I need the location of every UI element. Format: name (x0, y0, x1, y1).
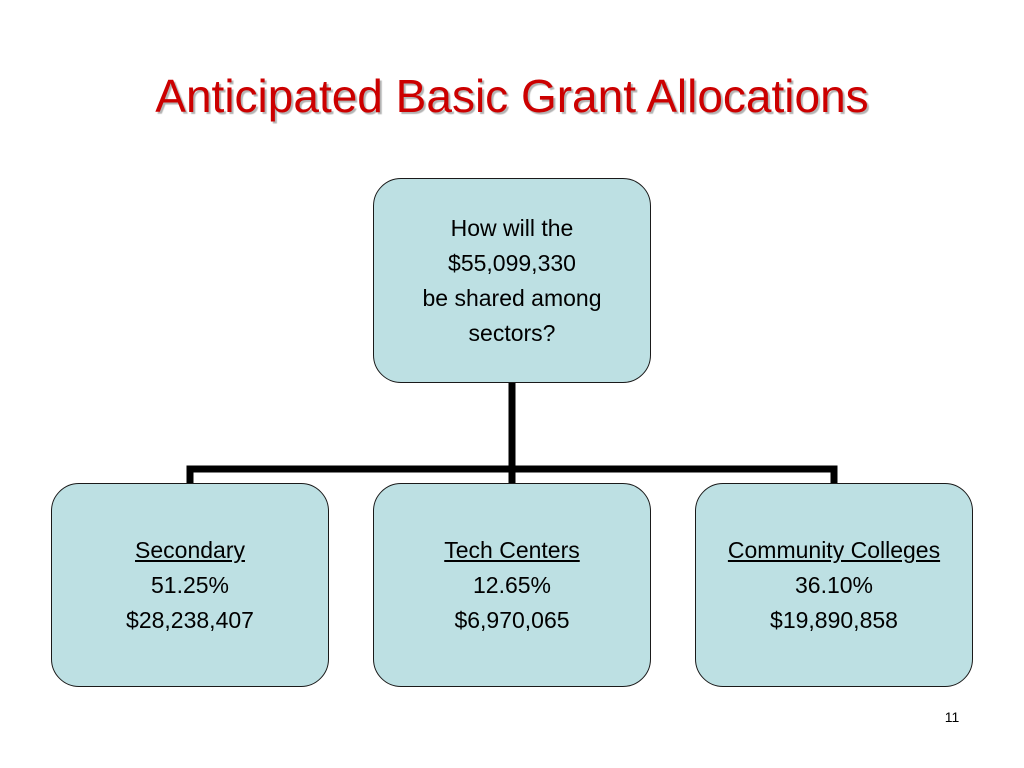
root-line-1: How will the (450, 214, 574, 241)
root-line-4: sectors? (468, 319, 556, 346)
community-colleges-name: Community Colleges (727, 536, 941, 563)
community-colleges-percent: 36.10% (794, 571, 873, 598)
tech-centers-node: Tech Centers 12.65% $6,970,065 (373, 483, 651, 687)
slide-title: Anticipated Basic Grant Allocations (155, 70, 869, 122)
community-colleges-node: Community Colleges 36.10% $19,890,858 (695, 483, 973, 687)
root-line-2: $55,099,330 (448, 249, 576, 276)
secondary-percent: 51.25% (150, 571, 229, 598)
page-number: 11 (944, 709, 960, 725)
tech-centers-name: Tech Centers (444, 536, 580, 563)
root-node: How will the $55,099,330 be shared among… (373, 178, 651, 383)
secondary-name: Secondary (135, 536, 245, 563)
tech-centers-amount: $6,970,065 (454, 606, 570, 633)
secondary-node: Secondary 51.25% $28,238,407 (51, 483, 329, 687)
community-colleges-amount: $19,890,858 (770, 606, 898, 633)
tech-centers-percent: 12.65% (472, 571, 551, 598)
secondary-amount: $28,238,407 (126, 606, 254, 633)
root-line-3: be shared among (422, 284, 602, 311)
